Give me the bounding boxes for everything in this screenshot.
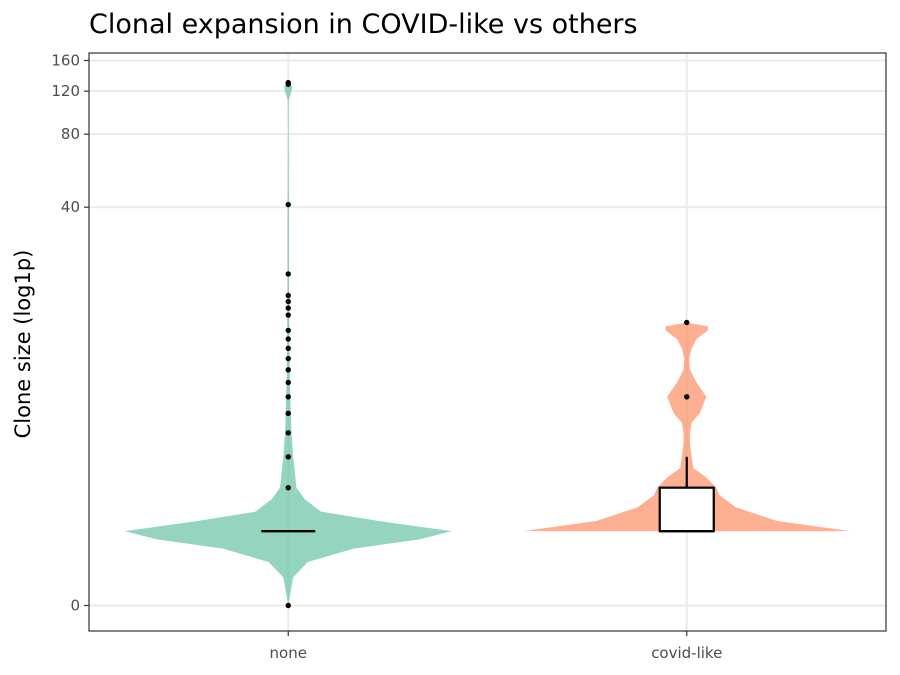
violin-layer [124,82,851,606]
y-tick-label: 40 [61,198,80,216]
outlier-point [684,319,690,326]
y-axis-title: Clone size (log1p) [11,250,35,439]
violin-none [124,82,452,606]
outlier-point [285,484,291,491]
outlier-point [285,298,291,305]
outlier-point [285,79,291,86]
outlier-point [285,201,291,208]
outlier-point [285,336,291,342]
outlier-point [285,355,291,362]
y-tick-label: 160 [51,52,80,70]
outlier-point [285,410,291,417]
outlier-point [285,454,291,460]
outlier-point [285,292,291,299]
outlier-point [285,312,291,318]
violin-covid-like [523,322,851,532]
outlier-point [285,345,291,352]
x-tick-label: covid-like [651,644,722,662]
outlier-point [285,271,291,277]
outlier-point [285,602,291,609]
panel-border [88,52,887,632]
x-tick-label: none [270,644,307,662]
y-tick-label: 120 [51,82,80,100]
chart-title: Clonal expansion in COVID-like vs others [89,9,638,40]
outlier-point [285,327,291,334]
box-layer [261,456,715,533]
outlier-point [285,367,291,373]
outlier-point [285,394,291,400]
y-tick-label: 0 [70,597,80,615]
outlier-point [285,305,291,311]
outlier-point [285,430,291,436]
y-tick-label: 80 [61,125,80,143]
outlier-point [684,394,690,400]
box-covid-like [658,486,715,533]
axis-layer: 0 40 80 120 160 none covid-like [51,52,722,663]
outlier-layer [285,79,690,609]
outlier-point [285,379,291,386]
